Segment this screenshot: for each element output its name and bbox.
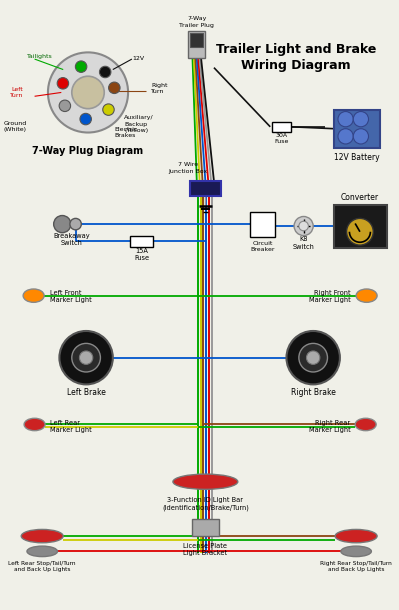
Circle shape (59, 100, 71, 112)
Text: Left
Turn: Left Turn (10, 87, 23, 98)
Circle shape (48, 52, 128, 132)
Bar (192, 519, 219, 536)
Ellipse shape (356, 289, 377, 303)
Circle shape (72, 343, 101, 372)
Circle shape (57, 77, 69, 89)
Bar (190, 181, 221, 196)
Ellipse shape (335, 529, 377, 543)
Text: Converter: Converter (341, 193, 379, 202)
Circle shape (103, 104, 114, 115)
Text: Left Rear
Marker Light: Left Rear Marker Light (50, 420, 92, 433)
Bar (188, 31, 205, 58)
Circle shape (286, 331, 340, 384)
Circle shape (70, 218, 81, 230)
Text: K8
Switch: K8 Switch (293, 237, 314, 250)
Circle shape (75, 61, 87, 73)
Circle shape (353, 112, 369, 127)
Circle shape (80, 113, 91, 125)
Circle shape (72, 76, 104, 109)
Text: 7-Way
Trailer Plug: 7-Way Trailer Plug (179, 16, 214, 27)
Text: License Plate
Light Bracket: License Plate Light Bracket (183, 543, 227, 556)
Text: Left Front
Marker Light: Left Front Marker Light (50, 290, 92, 303)
Text: Tailights: Tailights (27, 54, 53, 59)
Ellipse shape (21, 529, 63, 543)
Circle shape (353, 129, 369, 144)
Circle shape (294, 217, 313, 235)
Text: 12V Battery: 12V Battery (334, 153, 380, 162)
Bar (334, 110, 380, 148)
Text: 7 Wire
Junction Box: 7 Wire Junction Box (169, 162, 208, 174)
Bar (130, 235, 153, 247)
Text: Right Rear Stop/Tail/Turn
and Back Up Lights: Right Rear Stop/Tail/Turn and Back Up Li… (320, 561, 392, 572)
Circle shape (299, 343, 328, 372)
Circle shape (338, 112, 353, 127)
Text: 12V: 12V (132, 56, 144, 61)
Ellipse shape (23, 289, 44, 303)
Text: Ground
(White): Ground (White) (4, 121, 27, 132)
Circle shape (59, 331, 113, 384)
Text: 30A
Fuse: 30A Fuse (275, 132, 289, 144)
Bar (250, 212, 275, 237)
Text: 15A
Fuse: 15A Fuse (134, 248, 149, 262)
Text: Right Front
Marker Light: Right Front Marker Light (309, 290, 350, 303)
Text: Breakaway
Switch: Breakaway Switch (53, 232, 90, 246)
Circle shape (54, 215, 71, 232)
Circle shape (338, 129, 353, 144)
Text: Right Rear
Marker Light: Right Rear Marker Light (309, 420, 350, 433)
Text: Auxiliary/
Backup
(Yellow): Auxiliary/ Backup (Yellow) (124, 115, 154, 133)
Bar (190, 34, 203, 46)
Ellipse shape (173, 474, 238, 489)
Text: 3-Function ID Light Bar
(Identification/Brake/Turn): 3-Function ID Light Bar (Identification/… (162, 497, 249, 511)
Text: Right Brake: Right Brake (291, 387, 336, 397)
Bar (334, 205, 387, 248)
Text: 7-Way Plug Diagram: 7-Way Plug Diagram (32, 146, 144, 156)
Circle shape (347, 218, 373, 245)
Text: Left Brake: Left Brake (67, 387, 106, 397)
Ellipse shape (341, 546, 371, 556)
Text: Trailer Light and Brake
Wiring Diagram: Trailer Light and Brake Wiring Diagram (216, 43, 376, 72)
Ellipse shape (24, 418, 45, 431)
Bar (272, 122, 291, 132)
Ellipse shape (355, 418, 376, 431)
Text: 40A
Circuit
Breaker: 40A Circuit Breaker (250, 234, 275, 252)
Circle shape (79, 351, 93, 364)
Circle shape (306, 351, 320, 364)
Text: Right
Turn: Right Turn (151, 83, 168, 94)
Circle shape (99, 66, 111, 77)
Circle shape (299, 221, 308, 231)
Ellipse shape (27, 546, 57, 556)
Text: Electric
Brakes: Electric Brakes (115, 127, 138, 138)
Circle shape (109, 82, 120, 93)
Text: Left Rear Stop/Tail/Turn
and Back Up Lights: Left Rear Stop/Tail/Turn and Back Up Lig… (8, 561, 76, 572)
